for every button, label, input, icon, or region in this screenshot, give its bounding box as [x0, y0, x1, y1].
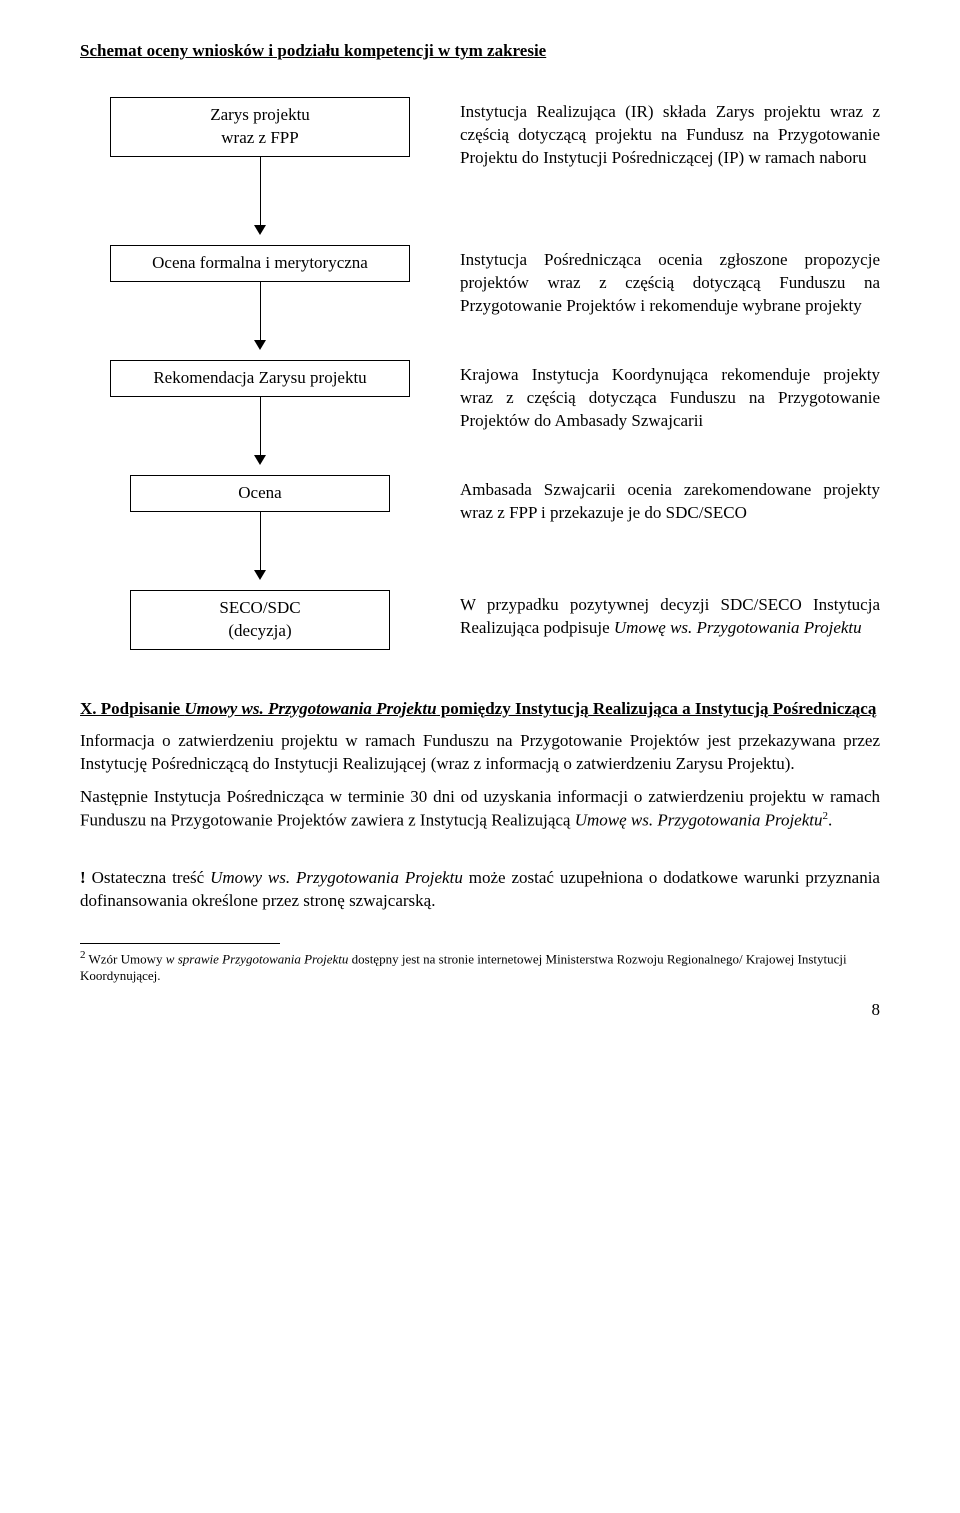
- flow-box: Ocena: [130, 475, 390, 512]
- footnote: 2 Wzór Umowy w sprawie Przygotowania Pro…: [80, 948, 880, 985]
- page-title: Schemat oceny wniosków i podziału kompet…: [80, 40, 880, 63]
- paragraph-1: Informacja o zatwierdzeniu projektu w ra…: [80, 730, 880, 776]
- flow-connector: [254, 282, 266, 350]
- flowchart: Zarys projektuwraz z FPP Instytucja Reali…: [80, 97, 880, 650]
- flow-box: SECO/SDC(decyzja): [130, 590, 390, 650]
- flow-description: Instytucja Pośrednicząca ocenia zgłoszon…: [440, 245, 880, 318]
- flow-box: Rekomendacja Zarysu projektu: [110, 360, 410, 397]
- flow-box: Zarys projektuwraz z FPP: [110, 97, 410, 157]
- flow-connector: [254, 157, 266, 235]
- page-number: 8: [80, 999, 880, 1022]
- arrowhead-icon: [254, 455, 266, 465]
- flow-box: Ocena formalna i merytoryczna: [110, 245, 410, 282]
- flow-description: W przypadku pozytywnej decyzji SDC/SECO …: [440, 590, 880, 640]
- arrowhead-icon: [254, 570, 266, 580]
- footnote-separator: [80, 943, 280, 944]
- flow-description: Krajowa Instytucja Koordynująca rekomend…: [440, 360, 880, 433]
- flow-description: Ambasada Szwajcarii ocenia zarekomendowa…: [440, 475, 880, 525]
- arrowhead-icon: [254, 340, 266, 350]
- paragraph-2: Następnie Instytucja Pośrednicząca w ter…: [80, 786, 880, 833]
- note-paragraph: ! Ostateczna treść Umowy ws. Przygotowan…: [80, 867, 880, 913]
- section-heading: X. Podpisanie Umowy ws. Przygotowania Pr…: [80, 698, 880, 721]
- flow-connector: [254, 512, 266, 580]
- arrowhead-icon: [254, 225, 266, 235]
- flow-description: Instytucja Realizująca (IR) składa Zarys…: [440, 97, 880, 170]
- flow-connector: [254, 397, 266, 465]
